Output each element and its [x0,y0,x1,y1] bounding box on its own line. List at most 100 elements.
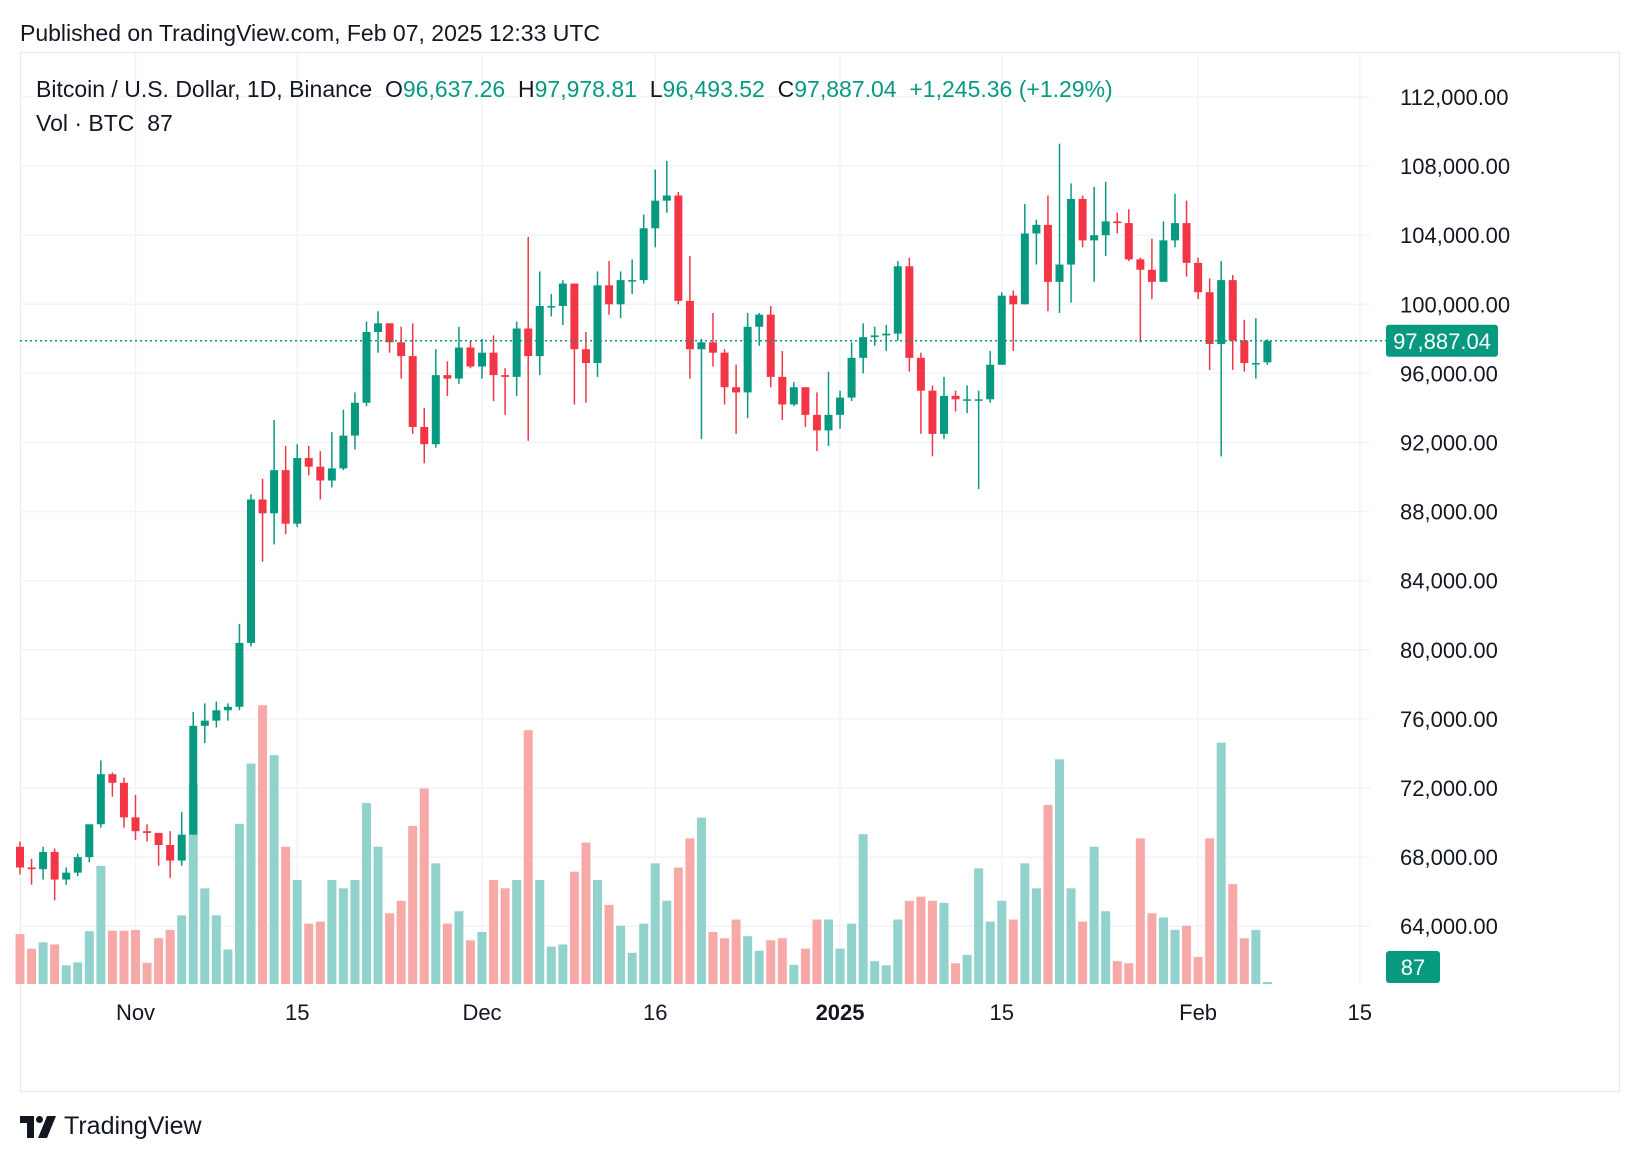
candle-body [235,642,244,707]
candle-body [1136,259,1145,270]
open-value: 96,637.26 [402,76,506,102]
candle-body [709,342,717,353]
candle-body [1251,363,1260,365]
candle-body [1205,292,1214,345]
volume-bar [1193,956,1203,984]
y-tick-label: 104,000.00 [1400,223,1510,248]
volume-bar [315,921,325,984]
volume-bar [200,888,210,984]
volume-bar [789,964,799,984]
volume-bar [96,865,106,984]
candle-body [974,399,983,401]
y-tick-label: 108,000.00 [1400,154,1510,179]
chart-frame[interactable] [20,52,1620,1092]
volume-bar [1170,929,1180,984]
x-tick-label: 16 [643,1000,667,1025]
volume-bar [1089,846,1099,984]
candle-body [119,782,128,818]
candle-body [85,824,94,858]
candle-body [1228,280,1237,341]
candle-body [431,375,440,445]
volume-bar [211,915,221,984]
volume-bar [1078,921,1088,984]
volume-bar [154,938,164,984]
candle-body [1240,340,1249,364]
volume-bar [1020,863,1030,984]
candle-body [293,458,302,524]
candle-body [916,357,925,391]
volume-bar [824,919,833,984]
candle-body [131,817,140,832]
volume-bar [408,825,418,984]
candle-body [766,314,775,377]
volume-bar [951,963,961,984]
grid [20,52,1370,984]
volume-bar [1239,938,1249,984]
candle-body [732,387,741,393]
candle-body [1032,224,1041,234]
candle-body [836,397,845,415]
volume-bar [292,879,302,984]
candle-body [408,356,417,427]
last-volume-label: 87 [1401,955,1425,980]
candle-body [547,306,556,308]
volume-bar [281,846,291,984]
volume-bar [177,915,187,984]
tradingview-logo[interactable]: TradingView [20,1112,202,1141]
candle-body [200,720,209,726]
volume-bar [685,838,695,984]
y-tick-label: 68,000.00 [1400,845,1498,870]
candle-body [824,414,833,431]
candle-body [143,831,152,833]
y-tick-label: 112,000.00 [1400,85,1508,110]
volume-bar [870,961,880,984]
volume-bar [15,934,25,984]
close-label: C [777,76,795,102]
candle-body [558,283,567,307]
volume-bar [27,948,37,984]
x-axis: Nov 15 Dec 16 2025 15 Feb 15 [116,1000,1372,1025]
volume-bar [142,962,152,984]
candle-body [997,295,1006,365]
candle-body [27,867,36,870]
volume-bar [558,944,568,984]
candle-body [316,466,325,481]
volume-bar [777,938,787,984]
candle-body [166,845,175,861]
volume-bar [454,911,464,984]
candle-body [489,352,498,376]
volume-bar [1112,961,1122,984]
volume-bar [304,923,314,984]
candle-body [1043,224,1052,282]
y-tick-label: 80,000.00 [1400,638,1498,663]
candle-body [524,328,533,357]
volume-bar [731,919,741,984]
candle-body [1217,280,1226,345]
candle-body [1067,198,1076,265]
candle-body [1101,221,1110,236]
candle-body [1078,198,1087,241]
volume-bar [84,931,94,984]
y-tick-label: 100,000.00 [1400,292,1510,317]
volume-bars [15,705,1272,984]
volume-bar [1216,742,1226,984]
x-tick-label: 15 [285,1000,309,1025]
volume-bar [223,949,233,984]
volume-bar [131,929,140,984]
volume-bar [627,952,637,984]
volume-bar [269,755,279,984]
ohlc-legend: Bitcoin / U.S. Dollar, 1D, Binance O96,6… [36,76,1113,103]
candle-body [581,349,590,364]
candle-body [223,706,232,711]
candle-body [685,300,694,350]
y-tick-label: 92,000.00 [1400,431,1498,456]
volume-bar [1205,838,1215,984]
volume-bar [616,925,626,984]
candle-body [1147,269,1156,282]
volume-bar [50,944,60,984]
candle-body [454,347,463,379]
volume-bar [546,946,556,984]
candle-body [16,846,24,868]
candle-body [443,375,452,379]
